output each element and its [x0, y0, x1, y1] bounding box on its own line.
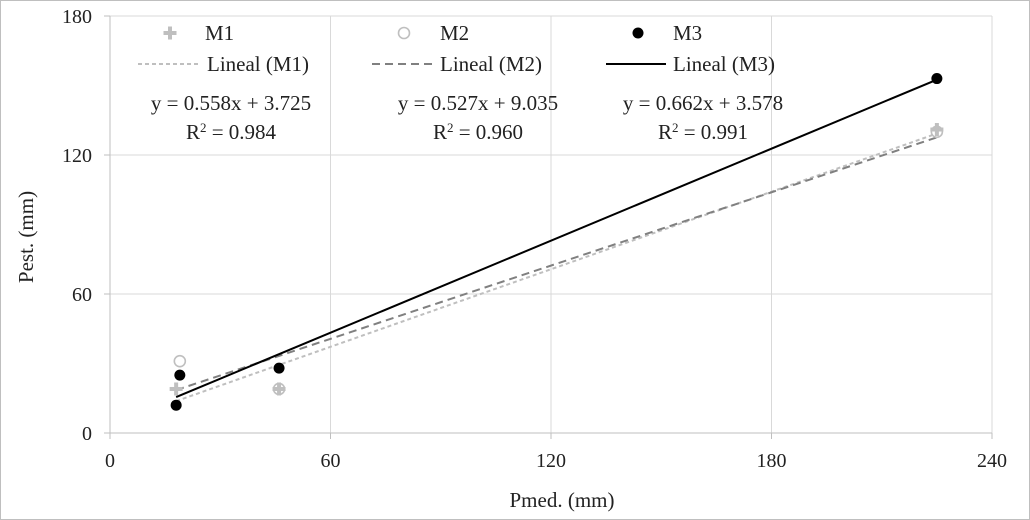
trend-equations: y = 0.558x + 3.725 R2 = 0.984 y = 0.527x +…	[151, 91, 783, 144]
trendline-m3	[175, 78, 938, 399]
x-tick-labels: 0 60 120 180 240	[105, 450, 1007, 472]
x-tick-label: 120	[536, 450, 566, 472]
legend-trend-label-m1: Lineal (M1)	[207, 52, 309, 76]
point-m3	[273, 362, 285, 374]
data-points	[169, 73, 944, 411]
y-tick-label: 60	[72, 284, 92, 306]
r-squared-m1: R2 = 0.984	[186, 120, 277, 145]
trendlines	[175, 78, 938, 403]
point-m1	[169, 382, 183, 396]
point-m2	[272, 382, 286, 396]
y-tick-label: 0	[82, 423, 92, 445]
point-m1	[930, 123, 944, 137]
legend-marker-m1	[163, 26, 177, 40]
r-squared-m3: R2 = 0.991	[658, 120, 748, 145]
trendline-m2	[175, 136, 938, 392]
point-m3	[931, 73, 943, 85]
y-tick-label: 180	[62, 6, 92, 28]
trendline-m1	[175, 132, 938, 403]
legend-marker-m2	[397, 26, 411, 40]
legend-trend-label-m2: Lineal (M2)	[440, 52, 542, 76]
y-axis-title: Pest. (mm)	[14, 191, 38, 283]
y-tick-label: 120	[62, 145, 92, 167]
legend-label-m2: M2	[440, 21, 469, 45]
equation-m3: y = 0.662x + 3.578	[623, 91, 783, 115]
r-squared-m2: R2 = 0.960	[433, 120, 523, 145]
legend-label-m3: M3	[673, 21, 702, 45]
x-axis-title: Pmed. (mm)	[510, 488, 615, 512]
point-m3	[174, 369, 186, 381]
legend-marker-m3	[632, 27, 644, 39]
x-tick-label: 180	[757, 450, 787, 472]
y-tick-labels: 0 60 120 180	[62, 6, 92, 445]
x-tick-label: 60	[321, 450, 341, 472]
point-m3	[170, 399, 182, 411]
legend: M1 Lineal (M1) M2 Lineal (M2) M3 Lineal (M3)	[138, 21, 775, 76]
equation-m2: y = 0.527x + 9.035	[398, 91, 558, 115]
x-tick-label: 0	[105, 450, 115, 472]
equation-m1: y = 0.558x + 3.725	[151, 91, 311, 115]
point-m2	[173, 354, 187, 368]
legend-label-m1: M1	[205, 21, 234, 45]
x-tick-label: 240	[977, 450, 1007, 472]
legend-trend-label-m3: Lineal (M3)	[673, 52, 775, 76]
grid-lines	[110, 15, 993, 433]
axes	[104, 15, 993, 439]
point-m1	[272, 382, 286, 396]
point-m2	[930, 125, 944, 139]
